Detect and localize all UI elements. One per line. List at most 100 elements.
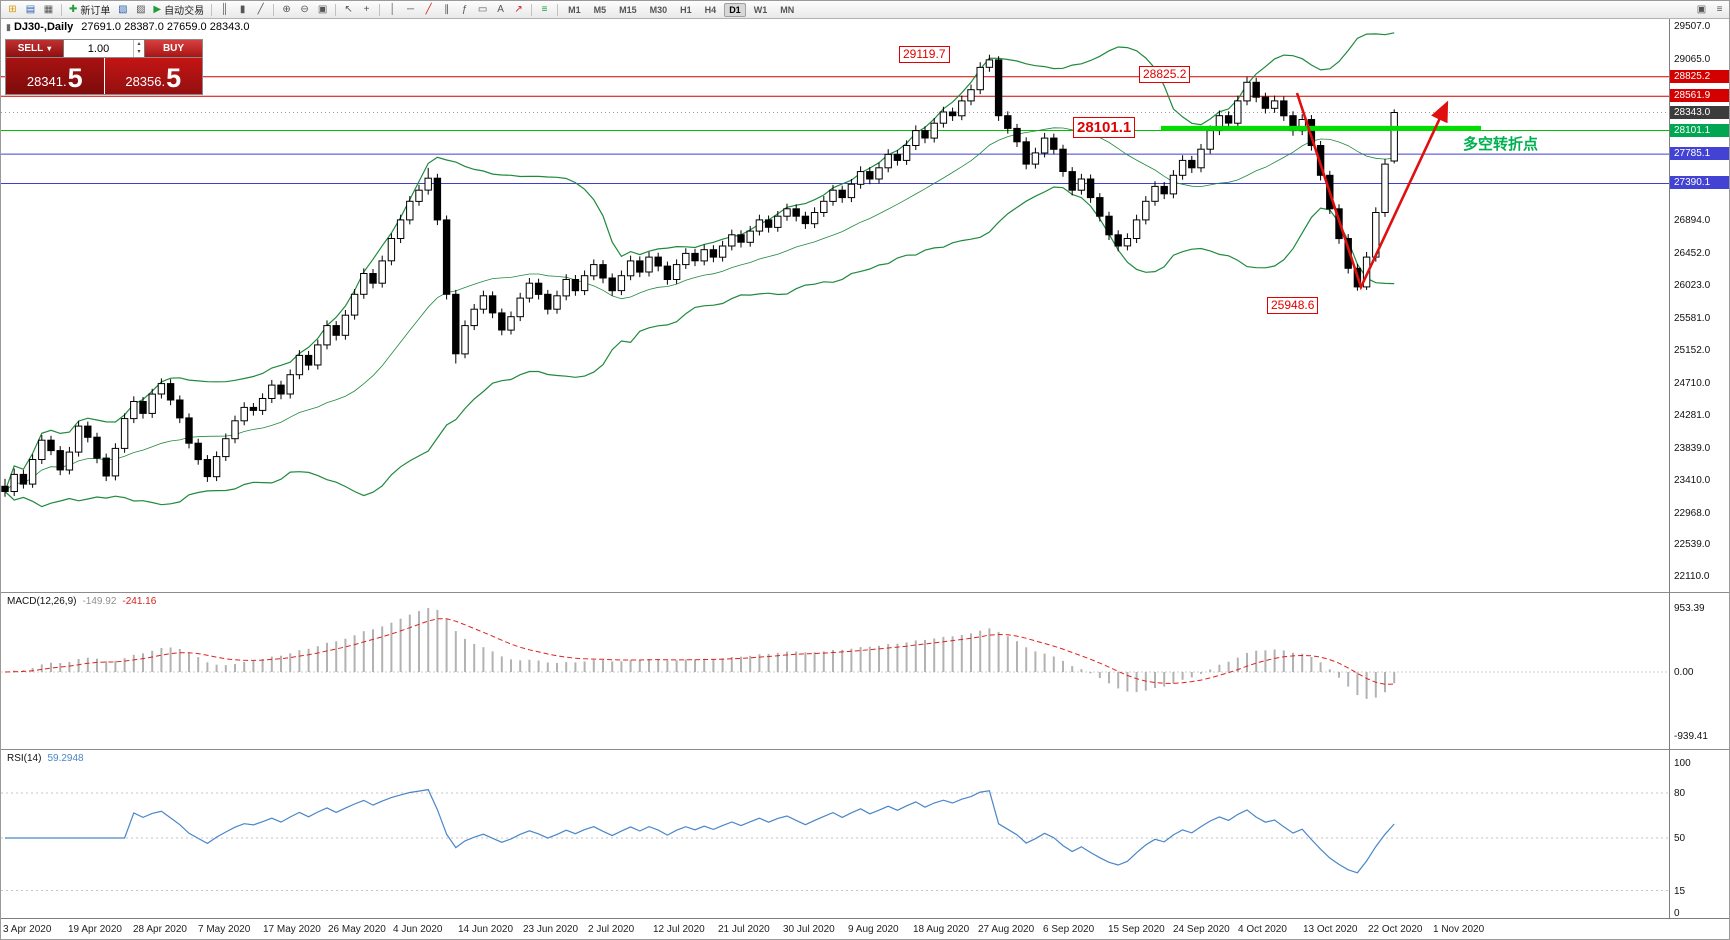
- zoom-in-button[interactable]: ⊕: [278, 2, 295, 17]
- macd-axis[interactable]: 953.39 0.00 -939.41: [1669, 592, 1729, 749]
- rsi-axis[interactable]: 100 80 50 15 0: [1669, 749, 1729, 919]
- sell-price[interactable]: 28341. 5: [6, 58, 105, 94]
- arrows-button[interactable]: ↗: [510, 2, 527, 17]
- sell-price-dec: 5: [67, 63, 83, 93]
- price-callout[interactable]: 25948.6: [1267, 297, 1319, 314]
- rsi-axis-label: 50: [1674, 833, 1686, 844]
- timeframe-m1-button[interactable]: M1: [568, 4, 581, 15]
- date-axis[interactable]: 3 Apr 2020 19 Apr 2020 28 Apr 2020 7 May 20…: [1, 918, 1729, 939]
- autotrading-button[interactable]: ▶ 自动交易: [150, 2, 207, 17]
- crosshair-button[interactable]: +: [358, 2, 375, 17]
- turning-point-label[interactable]: 多空转折点: [1463, 136, 1539, 153]
- date-label: 6 Sep 2020: [1043, 924, 1095, 935]
- spinner-down-icon[interactable]: ▾: [137, 49, 141, 55]
- market-watch-button[interactable]: ▦: [40, 2, 57, 17]
- buy-button[interactable]: BUY: [144, 40, 202, 57]
- macd-scale-mid: 0.00: [1674, 667, 1694, 678]
- rsi-chart[interactable]: [1, 750, 1669, 919]
- arrows-icon: ↗: [514, 3, 523, 15]
- volume-value[interactable]: 1.00: [87, 42, 110, 55]
- rsi-axis-label: 100: [1674, 758, 1691, 769]
- date-label: 9 Aug 2020: [848, 924, 899, 935]
- timeframe-m15-button[interactable]: M15: [619, 4, 637, 15]
- horizontal-line-icon: ─: [407, 3, 415, 15]
- sell-button[interactable]: SELL ▾: [6, 40, 64, 57]
- macd-name: MACD(12,26,9): [7, 596, 77, 607]
- timeframe-h1-button[interactable]: H1: [680, 4, 692, 15]
- vertical-line-icon: │: [389, 3, 396, 15]
- macd-panel[interactable]: MACD(12,26,9) -149.92 -241.16: [1, 592, 1669, 749]
- navigator-icon: ▧: [118, 3, 128, 15]
- toolbar: ⊞ ▤ ▦ ✚ 新订单 ▧ ▨ ▶ 自动交易 ║ ▮ ╱ ⊕ ⊖ ▣ ↖ + │ ─ ╱ ∥ ƒ ▭ A ↗ ≡ M1 M5 M15 M3…: [1, 1, 1729, 19]
- buy-price-dec: 5: [166, 63, 182, 93]
- price-axis[interactable]: 29507.0 29065.0 26894.0 26452.0 26023.0 25581…: [1669, 19, 1729, 592]
- date-label: 26 May 2020: [328, 924, 386, 935]
- trendline-button[interactable]: ╱: [420, 2, 437, 17]
- timeframe-m30-button[interactable]: M30: [649, 4, 668, 15]
- horizontal-line-button[interactable]: ─: [402, 2, 419, 17]
- docking-button[interactable]: ▣: [1693, 2, 1710, 17]
- rsi-panel[interactable]: RSI(14) 59.2948: [1, 749, 1669, 918]
- candlestick-chart[interactable]: [1, 19, 1669, 592]
- trend-arrow[interactable]: [1295, 92, 1449, 291]
- timeframe-mn-button[interactable]: MN: [780, 4, 795, 15]
- chevron-down-icon[interactable]: ▾: [47, 44, 52, 53]
- volume-field[interactable]: 1.00 ▴ ▾: [64, 40, 144, 57]
- rsi-line: [5, 788, 1395, 874]
- vertical-line-button[interactable]: │: [384, 2, 401, 17]
- bollinger-middle-band: [4, 127, 1395, 492]
- buy-price[interactable]: 28356. 5: [104, 58, 202, 94]
- date-label: 12 Jul 2020: [653, 924, 705, 935]
- ohlc-values: 27691.0 28387.0 27659.0 28343.0: [81, 21, 250, 33]
- price-axis-label: 25152.0: [1674, 345, 1711, 356]
- date-label: 30 Jul 2020: [783, 924, 835, 935]
- timeframe-w1-button[interactable]: W1: [753, 4, 768, 15]
- price-chart-area[interactable]: ▮ DJ30-,Daily 27691.0 28387.0 27659.0 2834…: [1, 19, 1669, 592]
- date-label: 23 Jun 2020: [523, 924, 579, 935]
- price-axis-label: 29507.0: [1674, 21, 1711, 32]
- bars-chart-button[interactable]: ║: [216, 2, 233, 17]
- bollinger-lower-band: [4, 186, 1395, 508]
- profiles-button[interactable]: ▤: [22, 2, 39, 17]
- terminal-button[interactable]: ▨: [132, 2, 149, 17]
- cursor-button[interactable]: ↖: [340, 2, 357, 17]
- autotrading-button-label: 自动交易: [164, 6, 205, 17]
- price-tag: 27390.1: [1670, 176, 1729, 189]
- candles-chart-button[interactable]: ▮: [234, 2, 251, 17]
- new-chart-button[interactable]: ⊞: [4, 2, 21, 17]
- date-label: 7 May 2020: [198, 924, 251, 935]
- date-label: 14 Jun 2020: [458, 924, 514, 935]
- docking-icon: ▣: [1696, 3, 1707, 15]
- crosshair-icon: +: [363, 3, 370, 15]
- zoom-out-button[interactable]: ⊖: [296, 2, 313, 17]
- date-label: 21 Jul 2020: [718, 924, 770, 935]
- spinner-up-icon[interactable]: ▴: [137, 41, 141, 47]
- price-callout[interactable]: 28101.1: [1073, 117, 1136, 138]
- price-axis-label: 22968.0: [1674, 508, 1711, 519]
- macd-chart[interactable]: [1, 593, 1669, 750]
- price-callout[interactable]: 29119.7: [899, 46, 950, 63]
- timeframe-h4-button[interactable]: H4: [704, 4, 717, 15]
- new-order-button[interactable]: ✚ 新订单: [66, 2, 113, 17]
- line-chart-button[interactable]: ╱: [252, 2, 269, 17]
- text-icon: A: [497, 3, 504, 15]
- fibonacci-button[interactable]: ƒ: [456, 2, 473, 17]
- price-axis-label: 24710.0: [1674, 378, 1711, 389]
- timeframe-d1-button[interactable]: D1: [724, 2, 746, 17]
- volume-stepper[interactable]: ▴ ▾: [133, 40, 144, 57]
- price-callout[interactable]: 28825.2: [1139, 66, 1191, 83]
- macd-value-main: -149.92: [82, 596, 117, 607]
- candles-chart-icon: ▮: [239, 3, 246, 15]
- channel-button[interactable]: ∥: [438, 2, 455, 17]
- text-button[interactable]: A: [492, 2, 509, 17]
- rsi-name: RSI(14): [7, 753, 42, 764]
- menu-button[interactable]: ≡: [1711, 2, 1728, 17]
- tile-windows-button[interactable]: ▣: [314, 2, 331, 17]
- shapes-button[interactable]: ▭: [474, 2, 491, 17]
- toolbar-separator: [335, 3, 337, 16]
- date-label: 2 Jul 2020: [588, 924, 635, 935]
- indicators-button[interactable]: ≡: [536, 2, 553, 17]
- trendline-icon: ╱: [425, 3, 432, 15]
- timeframe-m5-button[interactable]: M5: [593, 4, 607, 15]
- navigator-button[interactable]: ▧: [114, 2, 131, 17]
